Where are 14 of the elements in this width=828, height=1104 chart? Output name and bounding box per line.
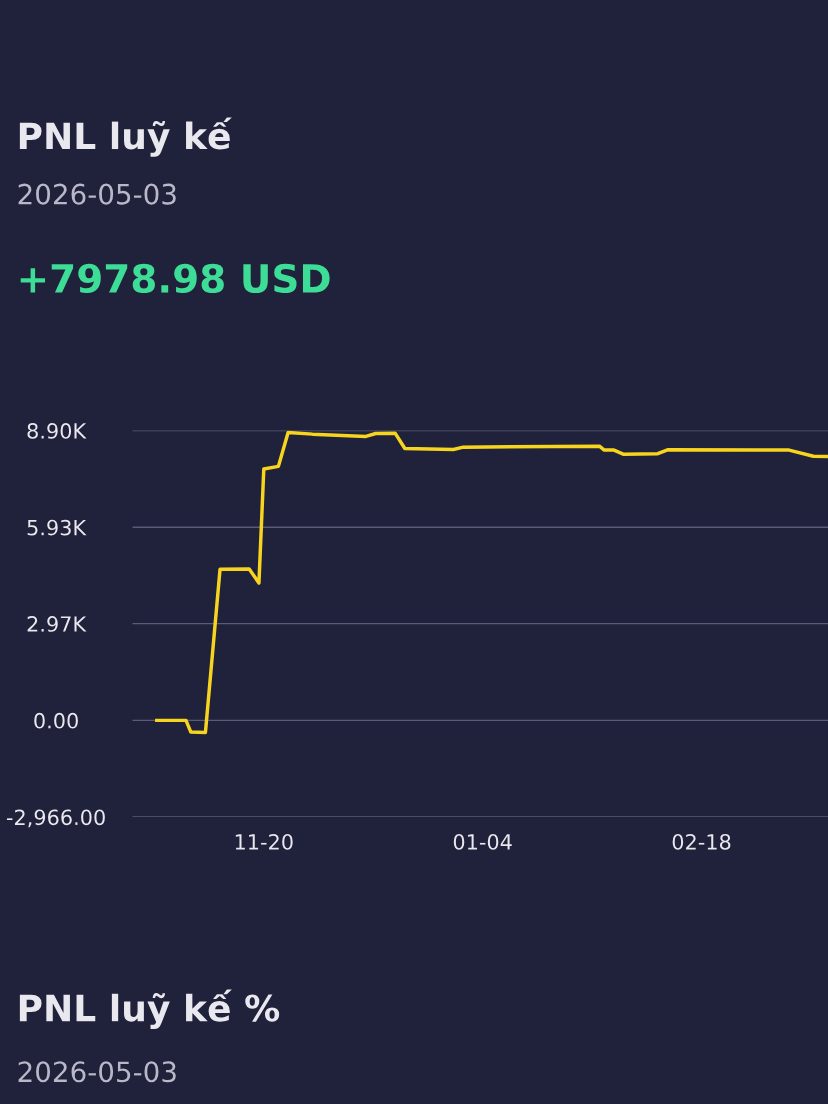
line-series: [155, 430, 828, 735]
text: 2026-05-03: [18, 1061, 176, 1083]
chart-subtitle: 2026-05-03: [18, 183, 176, 205]
text: PNL luỹ kế %: [19, 989, 280, 1029]
y-tick-label: -2,966.00: [6, 809, 105, 828]
y-tick-label: 0.00: [34, 712, 78, 729]
chart-title: PNL luỹ kế: [19, 117, 232, 157]
x-tick-label: 01-04: [453, 833, 512, 850]
y-tick-label: 2.97K: [27, 616, 87, 632]
y-tick-label: 5.93K: [27, 519, 87, 536]
y-tick-label: 8.90K: [27, 423, 87, 439]
x-tick-label: 11-20: [235, 833, 293, 850]
x-tick-label: 02-18: [672, 833, 731, 850]
text: +7978.98 USD: [20, 263, 330, 294]
